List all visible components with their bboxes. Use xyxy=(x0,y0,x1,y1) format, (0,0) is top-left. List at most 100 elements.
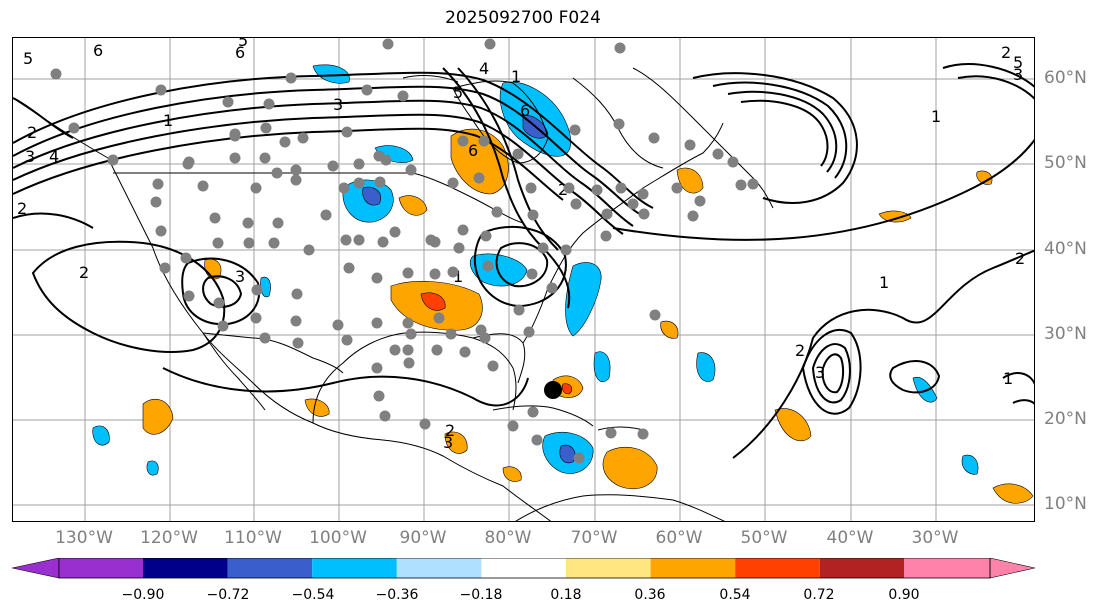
colorbar-swatch xyxy=(227,558,313,578)
contour-ridge-4 xyxy=(13,113,624,235)
contour-ohio-low xyxy=(495,242,549,288)
station-marker xyxy=(573,452,585,464)
station-marker xyxy=(480,230,492,242)
longitude-label: 60°W xyxy=(655,528,703,548)
station-marker xyxy=(374,176,386,188)
station-marker xyxy=(338,182,350,194)
station-marker xyxy=(687,210,699,222)
contour-label: 3 xyxy=(235,267,245,286)
colorbar-tick-label: 0.54 xyxy=(719,587,751,603)
station-marker xyxy=(512,148,524,160)
station-marker xyxy=(222,96,234,108)
contour-ohio-outer xyxy=(473,226,567,308)
station-marker xyxy=(382,38,394,50)
station-marker xyxy=(371,272,383,284)
station-marker xyxy=(694,195,706,207)
colorbar xyxy=(11,558,1036,579)
station-marker xyxy=(341,334,353,346)
station-marker xyxy=(303,244,315,256)
station-marker xyxy=(272,217,284,229)
longitude-label: 30°W xyxy=(911,528,959,548)
station-marker xyxy=(560,244,572,256)
hudson-bay xyxy=(452,80,549,164)
station-marker xyxy=(263,98,275,110)
station-marker xyxy=(217,320,229,332)
station-marker xyxy=(627,198,639,210)
gulf-of-mexico-coast xyxy=(312,331,517,424)
station-marker xyxy=(487,360,499,372)
station-marker xyxy=(478,135,490,147)
station-marker xyxy=(197,180,209,192)
station-marker xyxy=(155,225,167,237)
station-marker xyxy=(459,346,471,358)
contour-label: 6 xyxy=(93,41,103,60)
station-marker xyxy=(159,262,171,274)
station-marker xyxy=(242,217,254,229)
station-marker xyxy=(613,118,625,130)
contour-lines xyxy=(13,63,1034,459)
contour-southwest-core xyxy=(202,275,243,308)
longitude-label: 120°W xyxy=(140,528,198,548)
contour-far-east xyxy=(1002,372,1034,386)
station-marker xyxy=(279,136,291,148)
storm-center-marker xyxy=(544,381,562,399)
station-marker xyxy=(361,84,373,96)
contour-atlantic-high-1 xyxy=(692,72,858,204)
longitude-label: 100°W xyxy=(309,528,367,548)
colorbar-frame xyxy=(58,558,991,579)
positive-anomaly-central-atlantic xyxy=(774,408,812,442)
station-marker xyxy=(453,242,465,254)
contour-label: 3 xyxy=(25,147,35,166)
colorbar-swatch xyxy=(819,558,905,578)
positive-anomaly-east-tropical xyxy=(992,483,1034,504)
contour-label: 3 xyxy=(815,363,825,382)
contour-label: 6 xyxy=(520,101,530,120)
station-marker xyxy=(671,182,683,194)
colorbar-swatch xyxy=(566,558,651,578)
station-marker xyxy=(250,312,262,324)
station-marker xyxy=(431,344,443,356)
colorbar-tick-label: −0.18 xyxy=(459,587,503,603)
station-marker xyxy=(527,209,539,221)
contour-label: 1 xyxy=(163,111,173,130)
station-marker xyxy=(513,304,525,316)
contour-east-loop xyxy=(889,360,941,394)
station-marker xyxy=(343,262,355,274)
station-marker xyxy=(601,208,613,220)
colorbar-swatch xyxy=(59,558,143,578)
cuba xyxy=(492,405,594,427)
contour-label: 6 xyxy=(235,43,245,62)
contour-label: 3 xyxy=(333,95,343,114)
station-marker xyxy=(479,332,491,344)
station-marker xyxy=(684,139,696,151)
station-marker xyxy=(371,362,383,374)
station-marker xyxy=(150,196,162,208)
station-marker xyxy=(473,172,485,184)
negative-anomaly-pacific-south xyxy=(146,460,159,476)
colorbar-swatch xyxy=(481,558,566,578)
station-marker xyxy=(68,122,80,134)
station-marker xyxy=(614,42,626,54)
station-marker xyxy=(637,188,649,200)
station-marker xyxy=(649,309,661,321)
latitude-label: 40°N xyxy=(1044,239,1087,259)
contour-label: 2 xyxy=(445,421,455,440)
contour-atlantic-1 xyxy=(612,138,1034,241)
colorbar-tick-label: 0.18 xyxy=(550,587,582,603)
positive-anomaly-mexico-coast xyxy=(304,398,330,417)
station-marker xyxy=(507,420,519,432)
station-marker xyxy=(447,266,459,278)
station-marker xyxy=(526,268,538,280)
longitude-label: 50°W xyxy=(740,528,788,548)
colorbar-swatch xyxy=(735,558,820,578)
station-marker xyxy=(403,357,415,369)
colorbar-swatch xyxy=(650,558,736,578)
colorbar-tick-label: 0.72 xyxy=(803,587,835,603)
station-marker xyxy=(183,156,195,168)
longitude-label: 80°W xyxy=(484,528,532,548)
contour-label: 4 xyxy=(49,147,59,166)
map-panel: 5 6 6 5 4 3 2 1 2 3 2 6 5 4 3 2 1 6 1 2 … xyxy=(12,37,1035,522)
latitude-label: 30°N xyxy=(1044,324,1087,344)
positive-anomaly-east-pacific xyxy=(142,398,174,435)
station-marker xyxy=(327,160,339,172)
